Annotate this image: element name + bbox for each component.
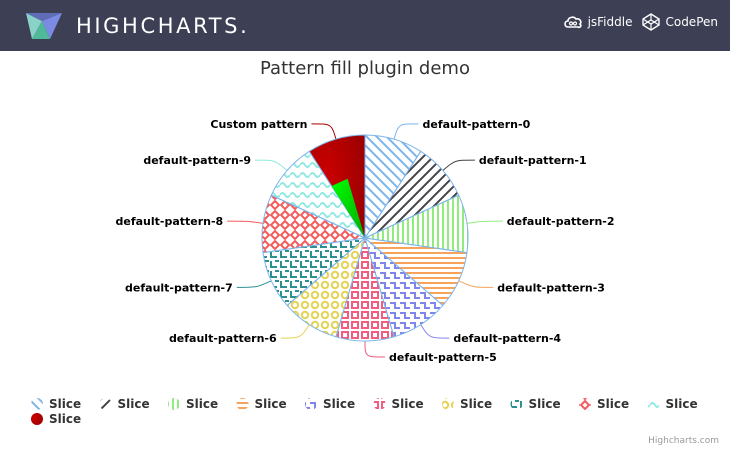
legend-item-5[interactable]: Slice <box>373 397 424 411</box>
data-label-8: default-pattern-8 <box>115 215 223 228</box>
data-label-10: Custom pattern <box>210 118 307 131</box>
legend-label-9: Slice <box>666 397 698 411</box>
legend-symbol-6 <box>442 398 454 410</box>
legend-symbol-2 <box>168 398 180 410</box>
legend-item-3[interactable]: Slice <box>236 397 287 411</box>
connector-line-3 <box>458 280 494 288</box>
connector-line-7 <box>236 280 272 288</box>
data-label-0: default-pattern-0 <box>423 118 531 131</box>
legend-label-8: Slice <box>597 397 629 411</box>
connector-line-8 <box>227 220 264 224</box>
legend-item-1[interactable]: Slice <box>99 397 150 411</box>
data-label-3: default-pattern-3 <box>497 281 605 294</box>
cloud-icon <box>563 16 582 29</box>
legend-item-0[interactable]: Slice <box>31 397 81 411</box>
data-label-7: default-pattern-7 <box>125 281 233 294</box>
connector-line-2 <box>466 220 503 224</box>
legend-item-2[interactable]: Slice <box>168 397 218 411</box>
data-label-5: default-pattern-5 <box>389 351 497 364</box>
legend-symbol-7 <box>510 398 523 410</box>
legend-symbol-9 <box>647 398 660 410</box>
legend-item-7[interactable]: Slice <box>510 397 561 411</box>
cube-icon <box>642 13 661 31</box>
connector-line-9 <box>255 159 288 171</box>
connector-line-5 <box>364 340 386 358</box>
legend-label-4: Slice <box>323 397 355 411</box>
legend-symbol-3 <box>236 398 249 410</box>
legend-symbol-4 <box>305 398 317 410</box>
highcharts-logo <box>26 13 62 39</box>
jsfiddle-label: jsFiddle <box>587 15 633 29</box>
legend-label-3: Slice <box>255 397 287 411</box>
legend-label-2: Slice <box>186 397 218 411</box>
legend-label-7: Slice <box>529 397 561 411</box>
brand-name: HIGHCHARTS. <box>76 14 250 38</box>
custom-pattern-inner-shape <box>331 178 365 238</box>
legend-item-9[interactable]: Slice <box>647 397 698 411</box>
connector-line-4 <box>420 324 450 339</box>
data-label-6: default-pattern-6 <box>169 332 277 345</box>
data-label-9: default-pattern-9 <box>143 154 251 167</box>
data-label-2: default-pattern-2 <box>507 215 615 228</box>
legend-label-10: Slice <box>49 412 81 426</box>
legend-label-6: Slice <box>460 397 492 411</box>
connector-line-0 <box>393 123 419 140</box>
data-label-4: default-pattern-4 <box>453 332 561 345</box>
legend-item-6[interactable]: Slice <box>442 397 492 411</box>
chart-title: Pattern fill plugin demo <box>260 58 470 79</box>
legend-symbol-8 <box>579 398 591 410</box>
legend-item-4[interactable]: Slice <box>305 397 355 411</box>
codepen-link[interactable]: CodePen <box>642 13 718 31</box>
legend-label-5: Slice <box>392 397 424 411</box>
codepen-label: CodePen <box>665 15 718 29</box>
legend-label-1: Slice <box>118 397 150 411</box>
connector-line-1 <box>442 159 475 171</box>
connector-line-10 <box>311 123 337 140</box>
legend-symbol-0 <box>31 398 43 410</box>
jsfiddle-link[interactable]: jsFiddle <box>563 15 633 29</box>
legend-item-10[interactable]: Slice <box>31 412 81 426</box>
legend-symbol-5 <box>373 398 386 410</box>
legend-symbol-10 <box>31 413 43 425</box>
top-bar: HIGHCHARTS. jsFiddle CodePen <box>0 0 730 51</box>
legend-item-8[interactable]: Slice <box>579 397 629 411</box>
legend-symbol-1 <box>99 398 112 410</box>
header-links: jsFiddle CodePen <box>553 13 718 31</box>
legend-label-0: Slice <box>49 397 81 411</box>
data-label-1: default-pattern-1 <box>479 154 587 167</box>
credits-link[interactable]: Highcharts.com <box>648 436 719 446</box>
connector-line-6 <box>280 324 310 339</box>
